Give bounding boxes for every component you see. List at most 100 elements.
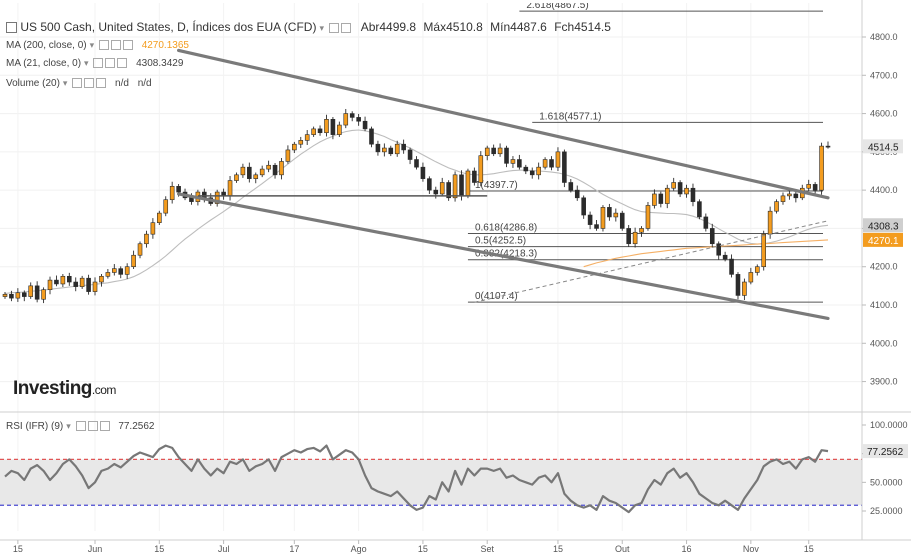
candle-body [41, 289, 46, 300]
visibility-box-icon[interactable] [87, 421, 98, 432]
visibility-box-icon[interactable] [84, 78, 95, 89]
bullish-candle [15, 288, 21, 302]
bullish-candle [279, 157, 284, 180]
candle-body [484, 147, 490, 156]
visibility-box-icon[interactable] [341, 22, 352, 33]
volume-legend[interactable]: Volume (20) ▾ n/d n/d [6, 78, 152, 89]
candle-body [388, 147, 394, 155]
candle-body [86, 277, 91, 292]
price-tag-label: 4270.1 [868, 236, 899, 247]
candle-body [825, 145, 831, 148]
time-tick-label: 15 [553, 544, 563, 554]
bullish-candle [382, 143, 387, 157]
bullish-candle [748, 267, 754, 285]
remove-box-icon[interactable] [96, 78, 107, 89]
bearish-candle [375, 140, 381, 156]
chevron-down-icon[interactable]: ▾ [62, 78, 68, 88]
ma200-legend[interactable]: MA (200, close, 0) ▾ 4270.1365 [6, 40, 189, 51]
bearish-candle [587, 211, 593, 230]
open-value: 4499.8 [379, 20, 417, 34]
symbol-legend[interactable]: US 500 Cash, United States, D, Índices d… [6, 20, 611, 34]
candle-body [234, 174, 239, 181]
candle-body [652, 193, 657, 206]
settings-box-icon[interactable] [329, 22, 340, 33]
chevron-down-icon[interactable]: ▾ [319, 23, 324, 33]
candle-body [60, 275, 66, 285]
rsi-legend[interactable]: RSI (IFR) (9) ▾ 77.2562 [6, 421, 154, 432]
candle-body [157, 212, 162, 223]
bearish-candle [729, 254, 734, 278]
candle-body [735, 274, 741, 296]
chevron-down-icon[interactable]: ▾ [84, 58, 89, 68]
bearish-candle [472, 167, 477, 186]
bullish-candle [639, 226, 644, 237]
rsi-layer [4, 444, 829, 514]
fibonacci-level-label: 2.618(4867.5) [526, 0, 588, 11]
bearish-candle [317, 125, 323, 136]
price-tick-label: 4800.0 [870, 32, 898, 42]
bullish-candle [112, 264, 117, 276]
candle-body [754, 266, 760, 273]
price-tick-label: 4100.0 [870, 300, 898, 310]
chevron-down-icon[interactable]: ▾ [89, 40, 95, 50]
bullish-candle [394, 140, 400, 157]
bullish-candle [292, 141, 297, 154]
bullish-candle [311, 126, 316, 137]
bearish-candle [491, 144, 496, 157]
settings-box-icon[interactable] [93, 58, 104, 69]
rsi-line [4, 444, 829, 514]
settings-box-icon[interactable] [98, 40, 109, 51]
candle-body [401, 143, 406, 151]
bullish-candle [41, 287, 46, 304]
bearish-candle [812, 182, 818, 194]
ma21-legend[interactable]: MA (21, close, 0) ▾ 4308.3429 [6, 58, 183, 69]
remove-box-icon[interactable] [117, 58, 128, 69]
candle-body [150, 222, 156, 235]
candle-body [9, 293, 14, 299]
candle-body [73, 281, 79, 287]
close-label: Fch [554, 20, 575, 34]
candle-body [298, 140, 304, 145]
candle-body [285, 149, 291, 162]
candle-body [382, 147, 387, 153]
settings-box-icon[interactable] [72, 78, 83, 89]
bullish-candle [137, 241, 143, 259]
bullish-candle [169, 181, 175, 204]
settings-box-icon[interactable] [75, 421, 86, 432]
candle-body [99, 275, 104, 283]
bullish-candle [92, 277, 98, 296]
candle-body [767, 210, 773, 235]
bullish-candle [536, 162, 541, 180]
candle-body [176, 186, 181, 193]
bullish-candle [787, 189, 792, 200]
remove-box-icon[interactable] [99, 421, 110, 432]
candle-body [690, 187, 696, 202]
ma200-line [583, 239, 829, 268]
candle-body [510, 159, 516, 164]
logo-text: Investing [13, 378, 92, 399]
bearish-candle [407, 147, 413, 165]
bullish-candle [343, 108, 349, 129]
bullish-candle [124, 263, 130, 279]
remove-box-icon[interactable] [122, 40, 133, 51]
bearish-candle [369, 126, 374, 148]
collapse-icon[interactable] [6, 22, 17, 34]
candle-body [664, 187, 670, 204]
chevron-down-icon[interactable]: ▾ [66, 421, 71, 431]
candle-body [92, 281, 98, 292]
bullish-candle [157, 210, 162, 225]
price-tag-label: 4514.5 [868, 142, 899, 153]
time-tick-label: 15 [418, 544, 428, 554]
bullish-candle [761, 230, 766, 271]
bullish-candle [819, 142, 824, 195]
candle-body [266, 164, 271, 170]
bullish-candle [324, 114, 329, 137]
ma200-price-tag: 4270.1 [863, 232, 903, 247]
visibility-box-icon[interactable] [110, 40, 121, 51]
trendlines-layer [177, 48, 830, 320]
candle-body [742, 281, 747, 296]
visibility-box-icon[interactable] [105, 58, 116, 69]
low-label: Mín [490, 20, 511, 34]
